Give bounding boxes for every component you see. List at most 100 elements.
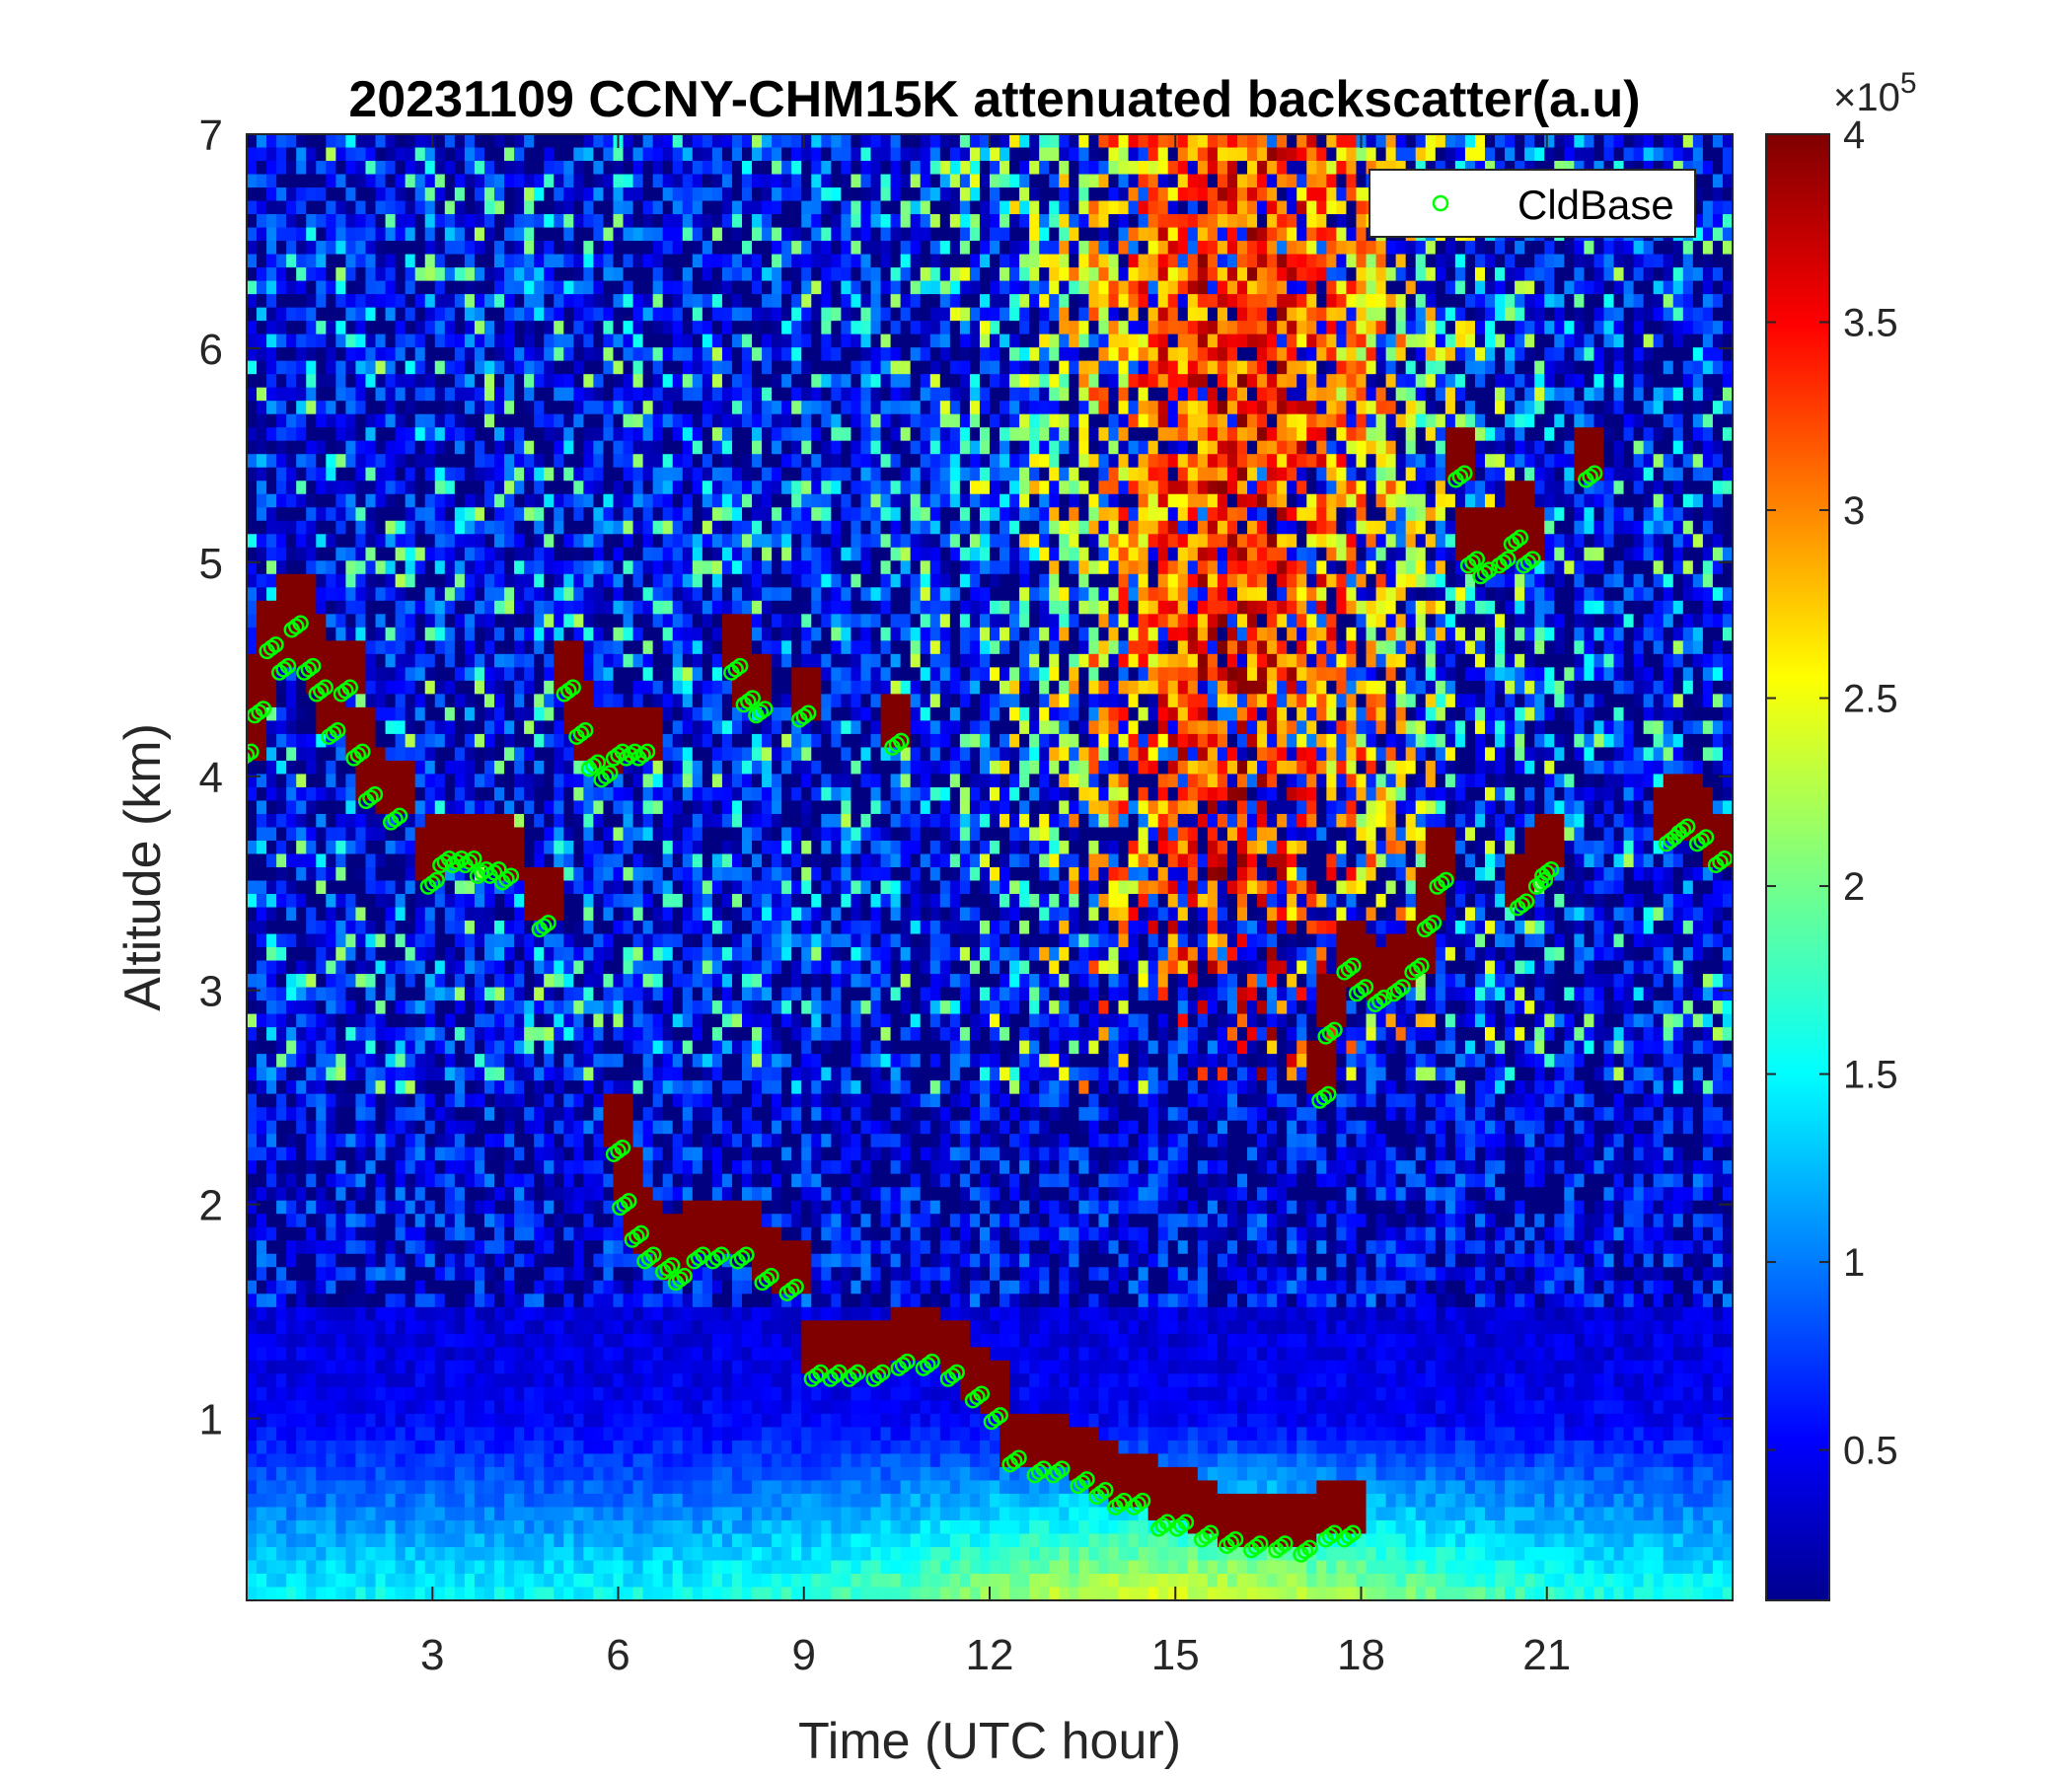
- heatmap-cell: [1663, 147, 1674, 162]
- heatmap-cell: [1425, 401, 1437, 415]
- heatmap-cell: [534, 280, 545, 295]
- heatmap-cell: [1692, 267, 1704, 282]
- heatmap-cell: [860, 254, 872, 268]
- heatmap-cell: [1247, 321, 1258, 335]
- heatmap-cell: [772, 547, 782, 561]
- heatmap-cell: [603, 227, 615, 242]
- heatmap-cell: [1157, 347, 1169, 362]
- heatmap-cell: [1524, 481, 1535, 495]
- heatmap-cell: [524, 174, 535, 188]
- heatmap-cell: [1356, 520, 1368, 535]
- heatmap-cell: [939, 174, 951, 188]
- heatmap-cell: [910, 241, 922, 256]
- heatmap-cell: [1474, 387, 1486, 402]
- heatmap-cell: [534, 440, 545, 455]
- heatmap-cell: [831, 174, 842, 188]
- heatmap-cell: [286, 307, 297, 322]
- heatmap-cell: [1207, 413, 1219, 428]
- heatmap-cell: [257, 360, 267, 375]
- heatmap-cell: [247, 481, 258, 495]
- heatmap-cell: [494, 227, 505, 242]
- heatmap-cell: [603, 427, 615, 442]
- heatmap-cell: [444, 214, 456, 229]
- heatmap-cell: [969, 413, 981, 428]
- heatmap-cell: [1029, 360, 1040, 375]
- heatmap-cell: [434, 147, 446, 162]
- heatmap-cell: [731, 174, 743, 188]
- heatmap-cell: [583, 413, 594, 428]
- heatmap-cell: [1257, 134, 1268, 149]
- heatmap-cell: [326, 547, 336, 561]
- heatmap-cell: [424, 134, 436, 149]
- heatmap-cell: [1385, 547, 1397, 561]
- heatmap-cell: [1425, 321, 1437, 335]
- heatmap-cell: [1524, 401, 1535, 415]
- heatmap-cell: [711, 520, 723, 535]
- heatmap-cell: [1088, 280, 1100, 295]
- heatmap-cell: [296, 214, 307, 229]
- heatmap-cell: [603, 241, 615, 256]
- heatmap-cell: [424, 280, 436, 295]
- heatmap-cell: [1267, 387, 1278, 402]
- heatmap-cell: [1435, 333, 1446, 348]
- heatmap-cell: [1296, 307, 1307, 322]
- heatmap-cell: [1296, 481, 1307, 495]
- heatmap-cell: [1544, 387, 1555, 402]
- heatmap-cell: [652, 174, 664, 188]
- heatmap-cell: [1554, 147, 1565, 162]
- heatmap-cell: [623, 374, 634, 389]
- heatmap-cell: [801, 440, 812, 455]
- heatmap-cell: [1217, 507, 1228, 522]
- heatmap-cell: [1564, 280, 1575, 295]
- heatmap-cell: [999, 547, 1010, 561]
- heatmap-cell: [1277, 493, 1288, 508]
- heatmap-cell: [494, 387, 505, 402]
- heatmap-cell: [276, 134, 287, 149]
- heatmap-cell: [375, 333, 387, 348]
- heatmap-cell: [1336, 493, 1348, 508]
- heatmap-cell: [1118, 374, 1130, 389]
- heatmap-cell: [385, 227, 397, 242]
- heatmap-cell: [920, 427, 931, 442]
- heatmap-cell: [1326, 360, 1337, 375]
- heatmap-cell: [1098, 560, 1110, 575]
- heatmap-cell: [474, 214, 485, 229]
- heatmap-cell: [385, 401, 397, 415]
- heatmap-cell: [731, 360, 743, 375]
- heatmap-cell: [554, 307, 564, 322]
- heatmap-cell: [424, 413, 436, 428]
- heatmap-cell: [949, 294, 961, 309]
- heatmap-cell: [405, 134, 416, 149]
- heatmap-cell: [424, 440, 436, 455]
- heatmap-cell: [414, 307, 426, 322]
- heatmap-cell: [1059, 440, 1070, 455]
- heatmap-cell: [603, 481, 615, 495]
- heatmap-cell: [752, 493, 763, 508]
- heatmap-cell: [1187, 227, 1199, 242]
- heatmap-cell: [1207, 214, 1219, 229]
- heatmap-cell: [772, 321, 782, 335]
- heatmap-cell: [1069, 280, 1079, 295]
- heatmap-cell: [1405, 321, 1417, 335]
- heatmap-cell: [929, 481, 941, 495]
- heatmap-cell: [534, 534, 545, 549]
- heatmap-cell: [1039, 360, 1050, 375]
- heatmap-cell: [544, 573, 555, 588]
- heatmap-cell: [335, 374, 346, 389]
- heatmap-cell: [355, 200, 367, 215]
- heatmap-cell: [1712, 241, 1724, 256]
- heatmap-cell: [721, 241, 733, 256]
- heatmap-cell: [979, 467, 991, 481]
- heatmap-cell: [296, 147, 307, 162]
- heatmap-cell: [1019, 387, 1030, 402]
- heatmap-cell: [296, 254, 307, 268]
- heatmap-cell: [504, 387, 515, 402]
- heatmap-cell: [1138, 174, 1149, 188]
- heatmap-cell: [345, 534, 357, 549]
- heatmap-cell: [414, 267, 426, 282]
- heatmap-cell: [1157, 360, 1169, 375]
- heatmap-cell: [365, 134, 377, 149]
- heatmap-cell: [1267, 214, 1278, 229]
- heatmap-cell: [711, 481, 723, 495]
- heatmap-cell: [1564, 440, 1575, 455]
